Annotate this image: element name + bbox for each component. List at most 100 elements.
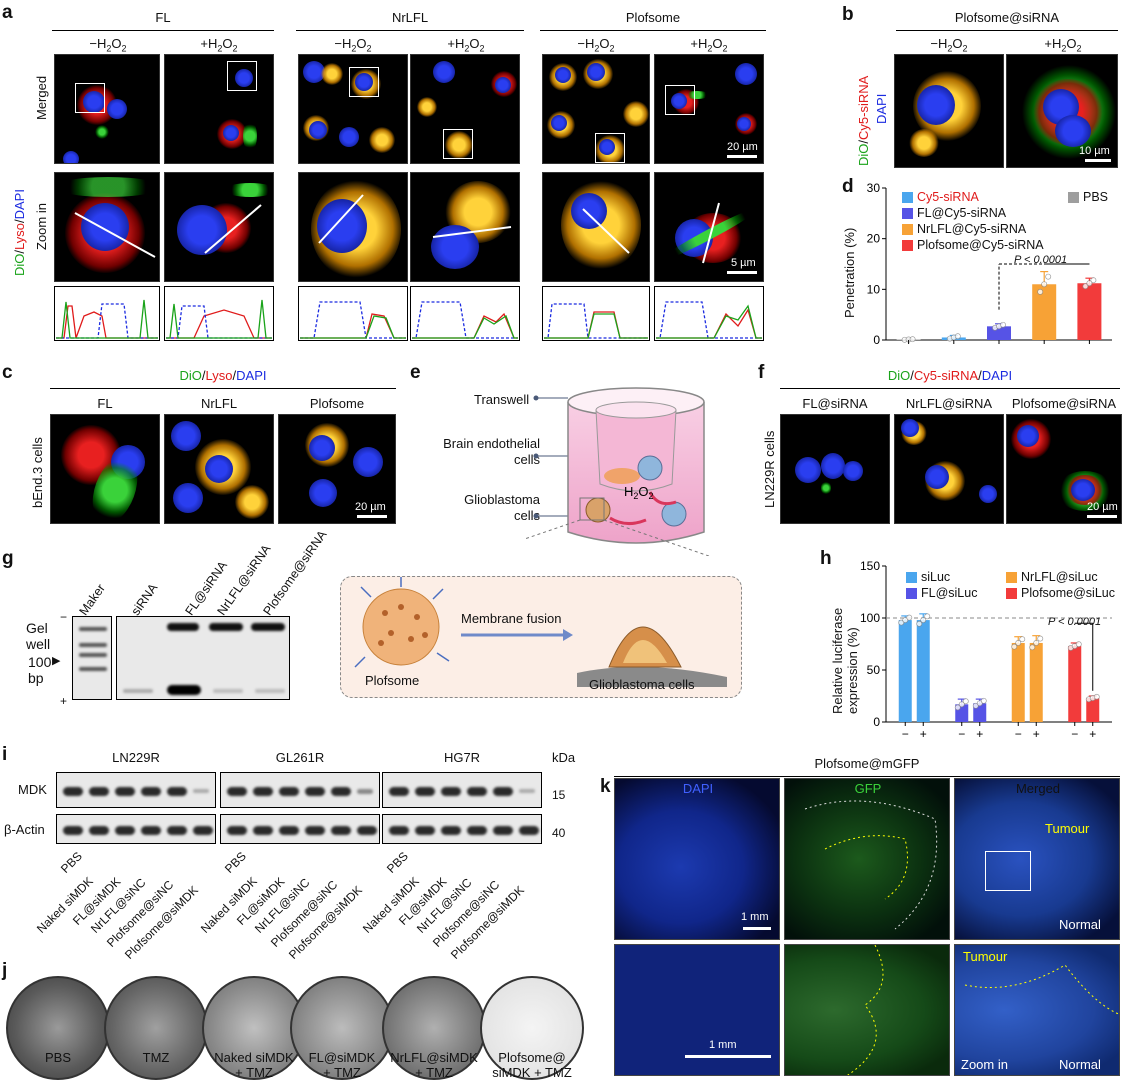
scale-bar: [727, 155, 757, 158]
scale-bar: [1087, 515, 1117, 518]
mw-40: 40: [552, 826, 566, 840]
c-row-label: bEnd.3 cells: [30, 437, 45, 508]
k-merged-image: Merged Tumour Normal: [954, 778, 1120, 940]
h-legend-item: Plofsome@siLuc: [1006, 586, 1115, 600]
group-title-plofsome: Plofsome: [625, 10, 681, 25]
scale-label: 1 mm: [709, 1039, 737, 1051]
data-point: [1082, 283, 1089, 290]
actin-label: β-Actin: [4, 822, 45, 837]
side-stain-label: DiO/Lyso/DAPI: [12, 189, 27, 276]
data-point: [1075, 641, 1082, 648]
data-point: [954, 333, 961, 340]
bar: [1029, 642, 1043, 722]
h-legend-item: siLuc: [906, 570, 950, 584]
f-legend: DiO/Cy5-siRNA/DAPI: [887, 368, 1013, 383]
sign-label: +: [920, 727, 927, 741]
sign-label: −: [958, 727, 965, 741]
lane-label: Plofsome@siRNA: [260, 527, 330, 618]
k-title: Plofsome@mGFP: [814, 756, 920, 771]
micrograph-c-fl: [50, 414, 160, 524]
scale-bar: [743, 927, 771, 930]
zoom-box: [443, 129, 473, 159]
k-dapi-image: DAPI 1 mm: [614, 778, 780, 940]
divider: [540, 30, 766, 31]
panel-c-label: c: [2, 362, 13, 383]
scale-label: 20 µm: [1087, 501, 1118, 513]
divider: [896, 30, 1118, 31]
data-point: [958, 701, 965, 708]
row-label-zoom: Zoom in: [34, 203, 49, 250]
data-point: [1033, 640, 1040, 646]
data-point: [1041, 281, 1048, 288]
sign-label: +: [1033, 727, 1040, 741]
minus-sign: −: [60, 610, 68, 624]
bar: [1086, 698, 1100, 722]
bar: [1077, 283, 1102, 340]
zoom-fl-plus: [164, 172, 274, 282]
dish-label: PBS: [44, 1050, 71, 1065]
i-group: LN229R: [112, 750, 160, 765]
arrow-icon: ▶: [52, 655, 61, 667]
zoom-box: [75, 83, 105, 113]
blot-actin-gl261r: [220, 814, 380, 844]
d-legend-item: FL@Cy5-siRNA: [902, 206, 1006, 220]
mdk-label: MDK: [18, 782, 47, 797]
zoom-plofsome-minus: [542, 172, 650, 282]
dish-label: Plofsome@ siMDK + TMZ: [492, 1050, 572, 1080]
lane-label: siRNA: [128, 580, 161, 618]
zoom-box: [349, 67, 379, 97]
gel-well-label: Gel well: [26, 620, 51, 652]
cond-label: +H2O2: [200, 36, 238, 54]
data-point: [906, 614, 913, 621]
y-tick-label: 10: [867, 282, 881, 296]
bar: [1032, 284, 1057, 340]
cond-label: +H2O2: [690, 36, 728, 54]
d-legend-item: Plofsome@Cy5-siRNA: [902, 238, 1044, 252]
data-point: [1090, 277, 1097, 284]
data-point: [1045, 273, 1052, 280]
micrograph-nrlfl-plus: [410, 54, 520, 164]
plus-sign: +: [60, 694, 68, 708]
dish-label: NrLFL@siMDK + TMZ: [390, 1050, 478, 1080]
cond-label: −H2O2: [89, 36, 127, 54]
c-col: Plofsome: [309, 396, 365, 411]
side-stain-label-dapi: DAPI: [874, 93, 889, 124]
bar: [898, 620, 912, 722]
data-point: [954, 704, 961, 711]
blot-actin-ln229r: [56, 814, 216, 844]
panel-g-label: g: [2, 548, 14, 569]
divider: [50, 388, 396, 389]
c-legend: DiO/Lyso/DAPI: [179, 368, 267, 383]
gel-marker: [72, 616, 112, 700]
k-gfp-zoom: [784, 944, 950, 1076]
membrane-fusion-label: Membrane fusion: [461, 611, 562, 626]
dish-tmz: [104, 976, 208, 1080]
line-profiles: [54, 286, 764, 341]
zoom-box: [595, 133, 625, 163]
d-legend-item: NrLFL@Cy5-siRNA: [902, 222, 1026, 236]
data-point: [1011, 643, 1018, 650]
d-ylabel: Penetration (%): [842, 227, 857, 318]
sign-label: −: [902, 727, 909, 741]
divider: [614, 776, 1120, 777]
micrograph-b-minus: [894, 54, 1004, 168]
f-col: NrLFL@siRNA: [905, 396, 993, 411]
zoom-fl-minus: [54, 172, 160, 282]
micrograph-f-fl: [780, 414, 890, 524]
scale-bar: [1085, 159, 1111, 162]
micrograph-nrlfl-minus: [298, 54, 408, 164]
panel-h-label: h: [820, 548, 832, 569]
dish-label: TMZ: [142, 1050, 170, 1065]
cond-label: −H2O2: [334, 36, 372, 54]
label-glioblastoma: Glioblastoma cells: [464, 492, 540, 523]
bar: [1068, 646, 1082, 722]
h-pvalue: P < 0.0001: [1048, 616, 1102, 628]
membrane-fusion-inset: Membrane fusion Plofsome Glioblastoma ce…: [340, 576, 742, 698]
plofsome-label: Plofsome: [365, 673, 420, 688]
scale-label: 5 µm: [731, 257, 756, 269]
y-tick-label: 20: [867, 232, 881, 246]
d-legend-item: PBS: [1068, 190, 1108, 204]
glioblastoma-cells-label: Glioblastoma cells: [589, 677, 695, 692]
cond-label: +H2O2: [447, 36, 485, 54]
